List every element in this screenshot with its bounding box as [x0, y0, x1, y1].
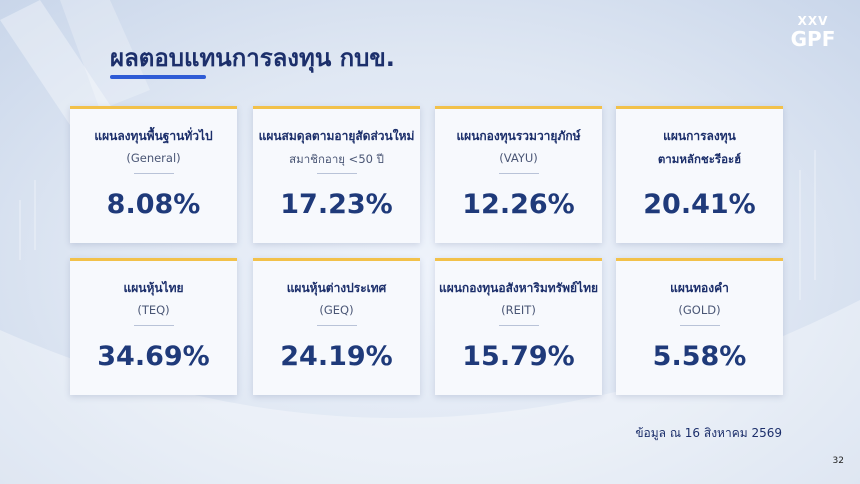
card-subtitle: (VAYU) [499, 151, 538, 165]
page-number: 32 [832, 456, 844, 466]
card-value: 20.41% [643, 189, 756, 220]
data-date-note: ข้อมูล ณ 16 สิงหาคม 2569 [635, 426, 782, 440]
card: แผนสมดุลตามอายุสัดส่วนใหม่สมาชิกอายุ <50… [253, 106, 420, 243]
card-divider [680, 325, 720, 326]
card-divider [499, 325, 539, 326]
card-title: แผนลงทุนพื้นฐานทั่วไป [94, 129, 213, 143]
card-value: 8.08% [106, 189, 201, 220]
card-title: แผนกองทุนรวมวายุภักษ์ [456, 129, 581, 143]
card-value: 24.19% [280, 341, 393, 372]
card-subtitle: (General) [126, 151, 181, 165]
card-title: แผนหุ้นต่างประเทศ [286, 281, 387, 295]
logo: XXV GPF [786, 14, 840, 50]
card: แผนลงทุนพื้นฐานทั่วไป (General) 8.08% [70, 106, 237, 243]
card-subtitle: (GEQ) [319, 303, 354, 317]
card: แผนการลงทุนตามหลักชะรีอะฮ์ 20.41% [616, 106, 783, 243]
title-underline [110, 75, 206, 79]
card-value: 12.26% [462, 189, 575, 220]
card: แผนทองคำ (GOLD) 5.58% [616, 258, 783, 395]
card: แผนหุ้นต่างประเทศ (GEQ) 24.19% [253, 258, 420, 395]
card-subtitle: ตามหลักชะรีอะฮ์ [657, 152, 742, 166]
card-divider [317, 325, 357, 326]
card: แผนกองทุนรวมวายุภักษ์ (VAYU) 12.26% [435, 106, 602, 243]
card-title: แผนสมดุลตามอายุสัดส่วนใหม่ [258, 129, 415, 143]
card-value: 15.79% [462, 341, 575, 372]
card-subtitle: (REIT) [501, 303, 536, 317]
card-value: 17.23% [280, 189, 393, 220]
card-divider [499, 173, 539, 174]
card-divider [134, 325, 174, 326]
card-subtitle: สมาชิกอายุ <50 ปี [289, 152, 384, 166]
card-title: แผนทองคำ [670, 281, 729, 295]
card: แผนกองทุนอสังหาริมทรัพย์ไทย (REIT) 15.79% [435, 258, 602, 395]
card-divider [317, 173, 357, 174]
card-value: 5.58% [652, 341, 747, 372]
card-subtitle: (GOLD) [678, 303, 721, 317]
card-divider [134, 173, 174, 174]
card: แผนหุ้นไทย (TEQ) 34.69% [70, 258, 237, 395]
logo-text: GPF [790, 27, 836, 51]
slide-title: ผลตอบแทนการลงทุน กบข. [110, 44, 395, 72]
card-value: 34.69% [97, 341, 210, 372]
card-title: แผนกองทุนอสังหาริมทรัพย์ไทย [438, 281, 599, 295]
logo-mark: XXV [797, 14, 829, 28]
card-title: แผนหุ้นไทย [123, 281, 184, 295]
card-title: แผนการลงทุน [663, 129, 736, 143]
card-subtitle: (TEQ) [137, 303, 170, 317]
